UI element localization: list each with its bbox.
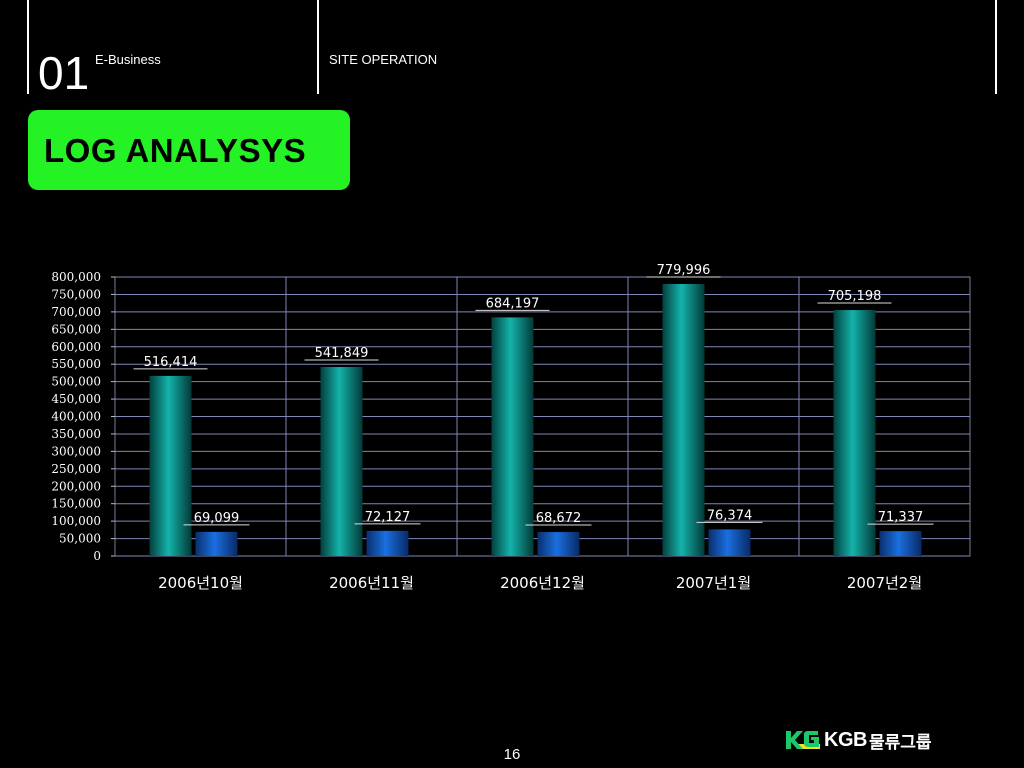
data-label: 68,672 [536,511,582,526]
header-divider-right [995,0,997,94]
data-label: 541,849 [315,346,369,361]
kgb-logo-icon [784,728,822,752]
y-tick-label: 250,000 [51,462,101,476]
bar [491,317,534,556]
topic-name: SITE OPERATION [329,52,438,67]
y-tick-label: 550,000 [51,357,101,371]
header-divider-middle [317,0,319,94]
title-box: LOG ANALYSYS [28,110,350,190]
y-tick-label: 600,000 [51,340,101,354]
x-tick-label: 2007년2월 [847,574,922,592]
data-label: 69,099 [194,511,240,526]
bar [662,283,705,556]
y-tick-label: 0 [93,549,101,563]
section-name: E-Business [95,52,161,67]
y-tick-label: 450,000 [51,392,101,406]
chart-labels: 0 50,000 100,000 150,000 200,000 250,000 300,0… [51,263,934,592]
y-tick-label: 350,000 [51,427,101,441]
bar [320,367,363,556]
data-label: 72,127 [365,510,411,525]
bar [366,530,409,556]
x-tick-label: 2006년11월 [329,574,414,592]
x-tick-label: 2006년10월 [158,574,243,592]
section-number: 01 [38,47,90,99]
logo-text-korean: 물류그룹 [868,732,932,753]
bar [708,529,751,556]
bar [833,310,876,556]
bar [149,375,192,556]
x-tick-label: 2007년1월 [676,574,751,592]
header-divider-left [27,0,29,94]
y-tick-label: 50,000 [59,532,101,546]
data-label: 516,414 [144,355,198,370]
chart-grid [111,276,971,557]
data-label: 705,198 [828,289,882,304]
x-tick-label: 2006년12월 [500,574,585,592]
chart-bars [149,283,922,556]
logo-text: KGB [824,728,867,751]
y-tick-label: 750,000 [51,287,101,301]
y-tick-label: 200,000 [51,479,101,493]
y-tick-label: 800,000 [51,270,101,284]
y-tick-label: 150,000 [51,497,101,511]
data-label: 779,996 [657,263,711,278]
data-label: 684,197 [486,296,540,311]
y-tick-label: 700,000 [51,305,101,319]
bar [537,532,580,556]
y-tick-label: 300,000 [51,444,101,458]
page-title: LOG ANALYSYS [44,132,307,169]
y-tick-label: 500,000 [51,375,101,389]
bar [195,531,238,556]
data-label: 71,337 [878,510,924,525]
y-tick-label: 400,000 [51,410,101,424]
y-tick-label: 100,000 [51,514,101,528]
page-number: 16 [503,746,521,763]
bar [879,531,922,556]
data-label: 76,374 [707,508,753,523]
y-tick-label: 650,000 [51,322,101,336]
company-logo: KGB 물류그룹 [784,727,932,753]
